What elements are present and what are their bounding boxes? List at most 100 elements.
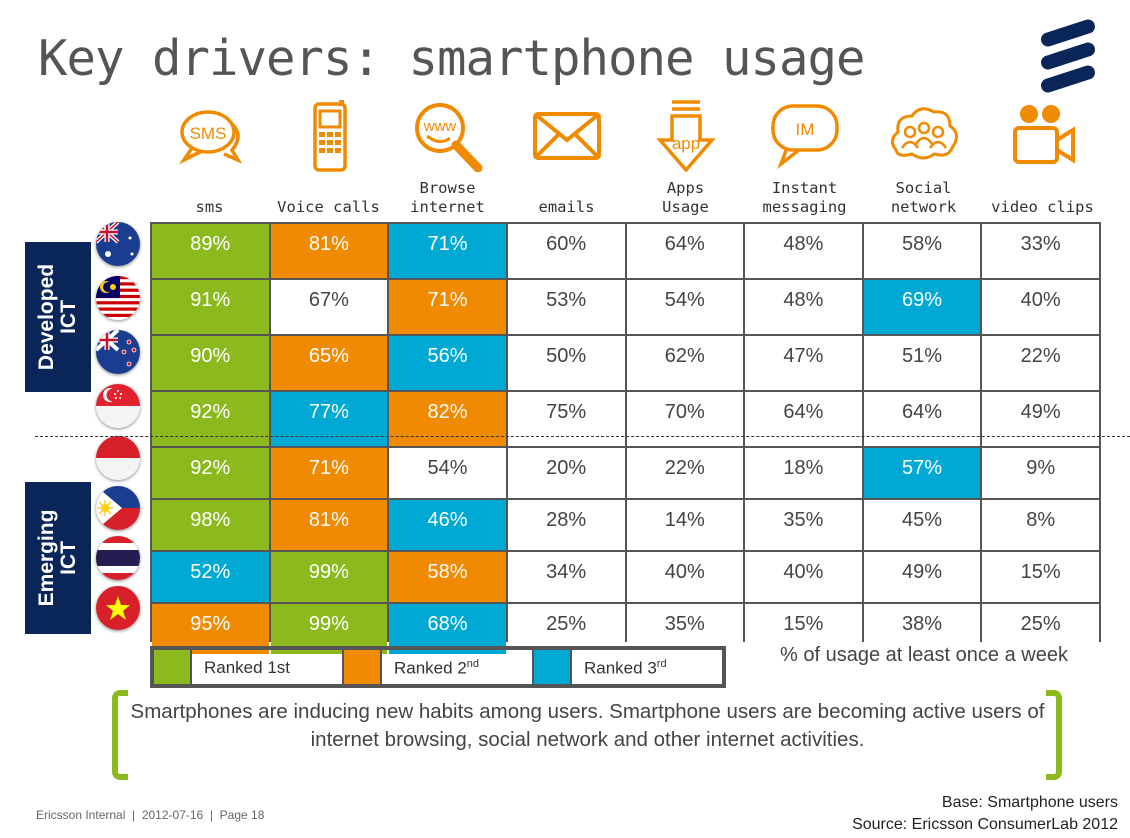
column-header-sms: SMS sms [150,100,269,220]
table-cell: 99% [270,552,388,602]
table-cell: 45% [863,500,981,550]
svg-text:www: www [423,118,457,135]
group-divider [35,436,1130,437]
im-bubble-icon: IM [769,100,841,172]
column-label: Instant messaging [762,179,847,216]
table-cell: 48% [745,280,862,334]
column-header-instant-messaging: IM Instant messaging [745,100,864,220]
usage-table: 89% 81% 71% 60% 64% 48% 58% 33% 91% 67% 71% 53% 54% 4… [150,222,1101,654]
legend-label-2nd: Ranked 2nd [380,650,534,684]
table-cell: 22% [982,336,1099,390]
table-cell: 75% [507,392,625,446]
column-label: Social network [890,179,957,216]
table-cell: 65% [270,336,388,390]
legend-label-1st: Ranked 1st [190,650,344,684]
table-cell: 90% [152,336,269,390]
table-cell: 60% [507,224,625,278]
www-magnifier-icon: www [412,100,484,173]
table-cell: 52% [152,552,269,602]
column-label: sms [195,198,224,216]
table-cell: 53% [507,280,625,334]
table-cell: 77% [270,392,388,446]
table-cell: 25% [507,604,625,654]
table-cell: 35% [745,500,862,550]
table-cell: 28% [507,500,625,550]
table-cell: 15% [745,604,862,654]
legend: Ranked 1st Ranked 2nd Ranked 3rd [150,646,726,688]
column-header-voice-calls: Voice calls [269,100,388,220]
right-bracket [1046,690,1062,780]
table-cell: 40% [745,552,862,602]
indonesia-flag-icon [96,436,140,480]
table-cell: 9% [982,448,1099,498]
legend-label-3rd: Ranked 3rd [570,650,722,684]
source-text: Source: Ericsson ConsumerLab 2012 [852,816,1118,833]
malaysia-flag-icon [96,276,140,320]
group-label-developed: Developed ICT [25,242,91,392]
ericsson-logo [1041,19,1095,93]
table-cell: 48% [745,224,862,278]
footer: Ericsson Internal | 2012-07-16 | Page 18 [36,808,265,822]
table-cell: 71% [270,448,388,498]
table-cell: 89% [152,224,269,278]
legend-swatch-2nd [344,650,380,684]
column-header-apps-usage: app Apps Usage [626,100,745,220]
group-label-emerging: Emerging ICT [25,482,91,634]
table-cell: 51% [863,336,981,390]
table-cell: 18% [745,448,862,498]
table-cell: 20% [507,448,625,498]
svg-text:app: app [672,134,700,153]
app-download-icon: app [650,100,722,173]
table-cell: 8% [982,500,1099,550]
table-cell: 58% [389,552,506,602]
column-label: Voice calls [277,198,380,216]
column-label: emails [538,198,595,216]
table-cell: 71% [389,224,506,278]
table-cell: 54% [626,280,744,334]
table-cell: 99% [270,604,388,654]
table-cell: 58% [863,224,981,278]
table-cell: 82% [389,392,506,446]
table-cell: 71% [389,280,506,334]
table-cell: 81% [270,500,388,550]
table-cell: 49% [863,552,981,602]
table-cell: 47% [745,336,862,390]
table-cell: 38% [863,604,981,654]
table-cell: 14% [626,500,744,550]
table-cell: 50% [507,336,625,390]
table-cell: 68% [389,604,506,654]
table-cell: 92% [152,392,269,446]
source-block: Base: Smartphone users Source: Ericsson … [852,792,1118,836]
table-cell: 40% [626,552,744,602]
table-cell: 92% [152,448,269,498]
table-cell: 25% [982,604,1099,654]
page-title: Key drivers: smartphone usage [38,30,866,87]
vietnam-flag-icon [96,586,140,630]
singapore-flag-icon [96,384,140,428]
column-header-social-network: Social network [864,100,983,220]
table-cell: 98% [152,500,269,550]
new-zealand-flag-icon [96,330,140,374]
table-cell: 69% [863,280,981,334]
mobile-phone-icon [293,100,365,172]
column-label: video clips [991,198,1094,216]
table-cell: 49% [982,392,1099,446]
table-cell: 62% [626,336,744,390]
svg-text:SMS: SMS [190,124,227,143]
table-cell: 40% [982,280,1099,334]
table-cell: 57% [863,448,981,498]
table-cell: 64% [745,392,862,446]
table-cell: 56% [389,336,506,390]
table-cell: 67% [270,280,388,334]
svg-text:IM: IM [796,120,815,139]
envelope-icon [531,100,603,172]
table-cell: 70% [626,392,744,446]
legend-swatch-1st [154,650,190,684]
table-note: % of usage at least once a week [780,644,1068,666]
left-bracket [112,690,128,780]
table-cell: 35% [626,604,744,654]
table-cell: 64% [626,224,744,278]
video-camera-icon [1007,100,1079,172]
table-cell: 95% [152,604,269,654]
summary-text: Smartphones are inducing new habits amon… [130,700,1045,751]
